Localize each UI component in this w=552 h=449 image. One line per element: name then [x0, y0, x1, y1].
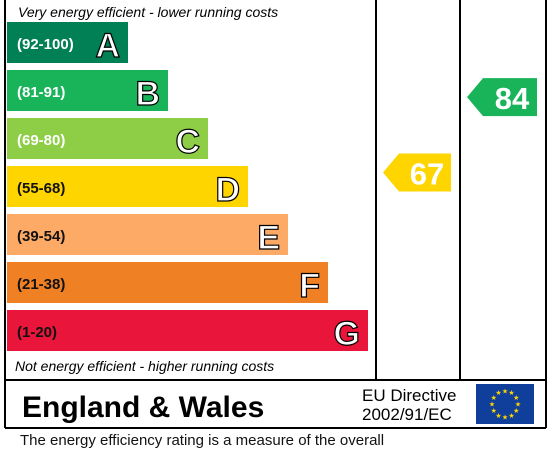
- flag-star: ★: [491, 394, 497, 402]
- rating-value: 67: [410, 157, 444, 192]
- band-range: (21-38): [17, 276, 65, 293]
- band-g: (1-20) G: [7, 310, 368, 354]
- rating-bands: (92-100) A (81-91) B (69-80) C (55-68) D (39-54)…: [7, 22, 368, 354]
- flag-star: ★: [495, 389, 501, 397]
- band-bar: [7, 118, 208, 159]
- band-d: (55-68) D: [7, 166, 248, 210]
- top-caption: Very energy efficient - lower running co…: [18, 4, 278, 20]
- band-letter: G: [334, 315, 360, 353]
- flag-star: ★: [513, 394, 519, 402]
- band-range: (69-80): [17, 132, 65, 149]
- band-c: (69-80) C: [7, 118, 208, 162]
- directive-line-2: 2002/91/EC: [362, 405, 452, 424]
- flag-star: ★: [495, 412, 501, 420]
- band-bar: [7, 22, 128, 63]
- band-letter: F: [299, 267, 320, 305]
- directive-line-1: EU Directive: [362, 386, 456, 405]
- band-range: (55-68): [17, 180, 65, 197]
- band-letter: C: [175, 123, 200, 161]
- flag-star: ★: [513, 407, 519, 415]
- band-letter: D: [215, 171, 240, 209]
- flag-star: ★: [508, 412, 514, 420]
- arrow-shape: [383, 153, 451, 192]
- band-b: (81-91) B: [7, 70, 168, 114]
- rating-value: 84: [495, 81, 530, 116]
- flag-star: ★: [502, 414, 508, 422]
- band-range: (1-20): [17, 324, 57, 341]
- band-letter: B: [135, 75, 160, 113]
- band-bar: [7, 262, 328, 303]
- potential-rating-arrow: 84: [467, 78, 537, 117]
- region-label: England & Wales: [22, 391, 264, 424]
- band-a: (92-100) A: [7, 22, 128, 66]
- flag-star: ★: [508, 389, 514, 397]
- band-range: (92-100): [17, 36, 74, 53]
- band-bar: [7, 166, 248, 207]
- flag-star: ★: [491, 407, 497, 415]
- current-rating-arrow: 67: [383, 153, 451, 192]
- band-range: (39-54): [17, 228, 65, 245]
- eu-flag-icon: ★★★★★★★★★ ★ ★★: [476, 384, 534, 424]
- band-bar: [7, 310, 368, 351]
- band-letter: A: [95, 27, 120, 65]
- band-e: (39-54) E: [7, 214, 288, 258]
- band-letter: E: [257, 219, 280, 257]
- band-range: (81-91): [17, 84, 65, 101]
- band-bar: [7, 214, 288, 255]
- flag-star: ★: [515, 401, 521, 409]
- rating-arrows: 67 84: [383, 78, 537, 192]
- flag-star: ★: [502, 388, 508, 396]
- footer-text: The energy efficiency rating is a measur…: [20, 432, 385, 449]
- chart-frame: [4, 0, 547, 429]
- bottom-caption: Not energy efficient - higher running co…: [15, 358, 274, 374]
- arrow-shape: [467, 78, 537, 117]
- flag-star: ★: [489, 401, 495, 409]
- band-f: (21-38) F: [7, 262, 328, 306]
- band-bar: [7, 70, 168, 111]
